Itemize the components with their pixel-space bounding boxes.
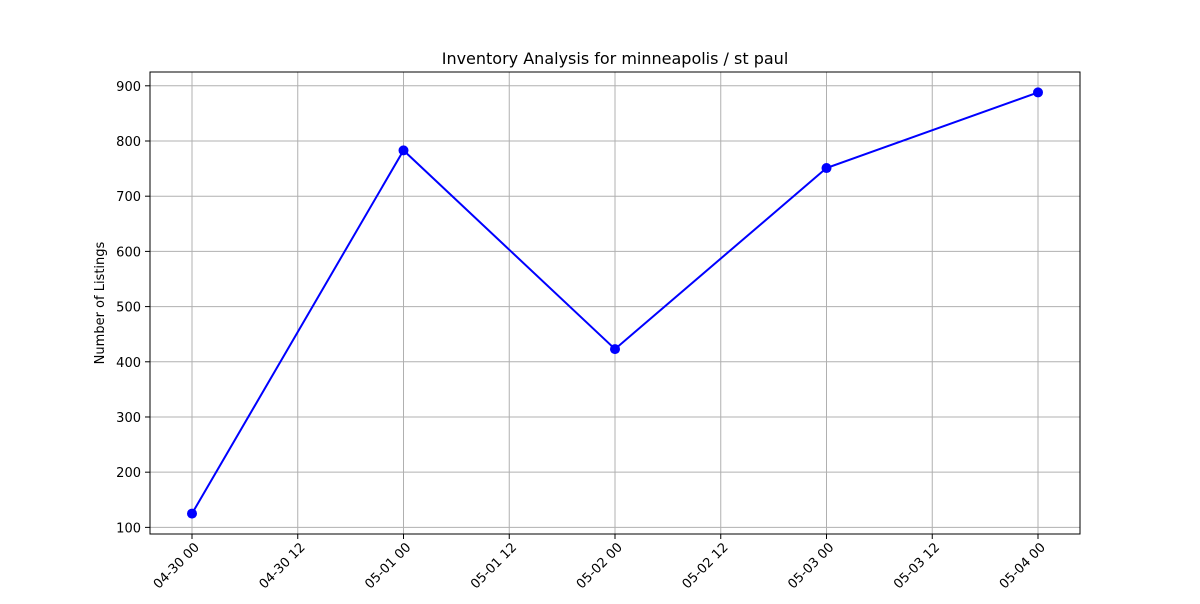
y-tick-label: 900	[116, 80, 141, 95]
y-tick-label: 300	[116, 411, 141, 426]
data-point	[398, 145, 409, 156]
data-point	[821, 163, 832, 174]
y-axis-label: Number of Listings	[93, 241, 108, 364]
y-tick-label: 200	[116, 466, 141, 481]
grid-lines	[150, 72, 1080, 534]
y-tick-label: 700	[116, 190, 141, 205]
data-point	[610, 344, 620, 355]
y-tick-label: 400	[116, 356, 141, 371]
tick-marks	[145, 85, 1039, 539]
data-point	[187, 508, 197, 519]
y-tick-label: 100	[116, 521, 141, 536]
y-tick-label: 500	[116, 301, 141, 316]
y-tick-label: 800	[116, 135, 141, 150]
series-layer	[187, 87, 1043, 519]
chart-title: Inventory Analysis for minneapolis / st …	[442, 49, 789, 68]
data-point	[1033, 87, 1043, 98]
y-tick-label: 600	[116, 245, 141, 260]
